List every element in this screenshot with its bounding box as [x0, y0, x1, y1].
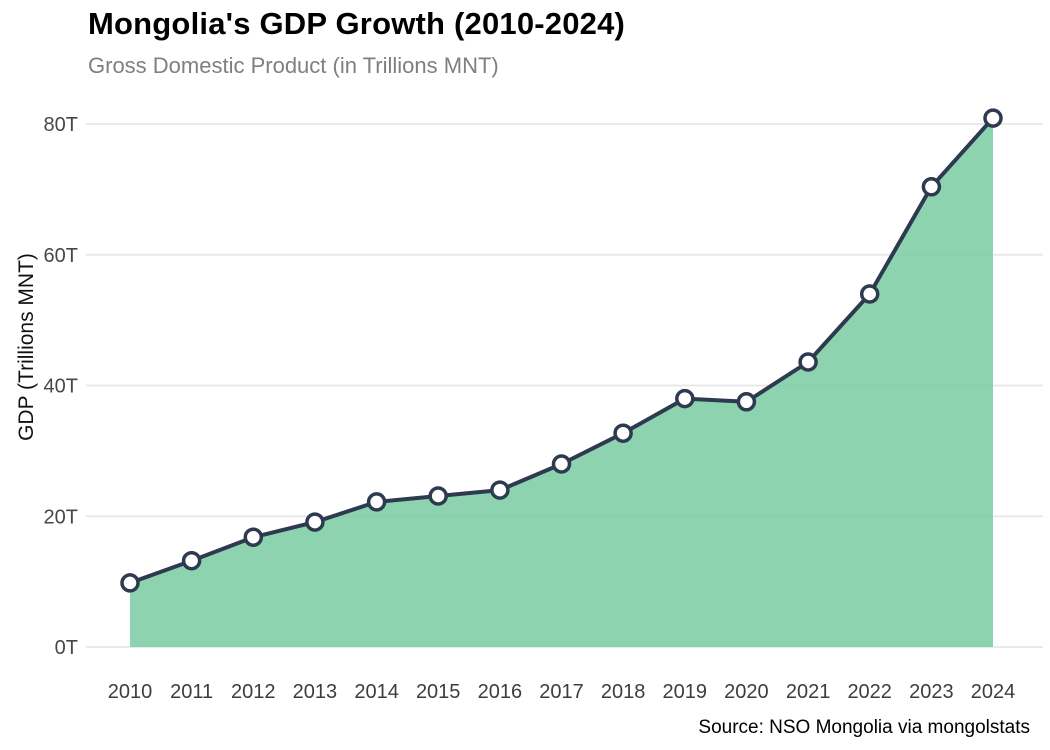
x-tick-label-2020: 2020 — [724, 681, 769, 703]
data-point-2022 — [859, 284, 880, 304]
x-tick-label-2015: 2015 — [416, 681, 461, 703]
x-tick-label-2011: 2011 — [170, 681, 213, 703]
x-tick-label-2014: 2014 — [354, 681, 399, 703]
x-tick-label-2018: 2018 — [601, 681, 646, 703]
x-tick-label-2021: 2021 — [786, 681, 831, 703]
data-point-2019 — [675, 388, 695, 409]
x-tick-label-2017: 2017 — [539, 681, 584, 703]
data-point-2010 — [120, 573, 140, 593]
y-tick-label-40T: 40T — [44, 376, 78, 398]
source-caption: Source: NSO Mongolia via mongolstats — [698, 717, 1030, 738]
x-tick-label-2012: 2012 — [231, 681, 276, 703]
chart-subtitle: Gross Domestic Product (in Trillions MNT… — [88, 53, 499, 78]
y-tick-label-60T: 60T — [44, 245, 78, 267]
x-tick-label-2013: 2013 — [293, 681, 338, 703]
x-tick-label-2023: 2023 — [909, 681, 954, 703]
y-tick-label-20T: 20T — [44, 506, 78, 528]
x-tick-label-2024: 2024 — [971, 681, 1016, 703]
data-point-2017 — [551, 454, 572, 474]
data-point-2023 — [921, 177, 942, 197]
x-tick-label-2010: 2010 — [108, 681, 153, 703]
chart-title: Mongolia's GDP Growth (2010-2024) — [88, 6, 626, 41]
data-point-2014 — [366, 492, 387, 512]
y-tick-label-0T: 0T — [55, 637, 78, 659]
data-point-2024 — [983, 108, 1003, 128]
data-point-2013 — [305, 512, 325, 532]
x-tick-label-2019: 2019 — [663, 681, 708, 703]
y-tick-label-80T: 80T — [44, 114, 78, 136]
data-point-2016 — [490, 480, 510, 500]
gdp-area-fill — [130, 118, 993, 648]
data-point-2018 — [613, 423, 633, 443]
x-tick-label-2016: 2016 — [478, 681, 523, 703]
x-tick-label-2022: 2022 — [847, 681, 892, 703]
data-point-2011 — [181, 550, 202, 571]
data-point-2015 — [428, 486, 448, 506]
data-point-2012 — [243, 527, 264, 547]
data-point-2021 — [798, 352, 818, 372]
data-point-2020 — [736, 392, 757, 412]
